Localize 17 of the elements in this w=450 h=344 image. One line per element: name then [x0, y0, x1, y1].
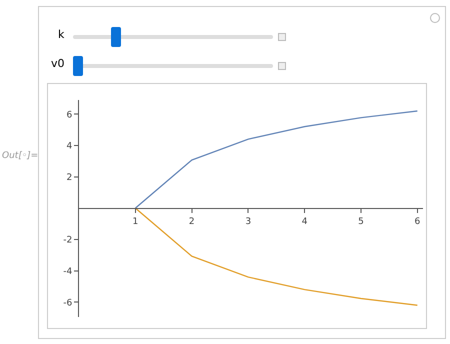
y-tick-label: 4 [66, 142, 72, 152]
text: k [58, 28, 64, 41]
x-tick-label: 3 [245, 216, 252, 227]
y-tick-label: -6 [63, 298, 72, 308]
line-series [134, 208, 418, 306]
line-series [134, 110, 418, 209]
y-tick-label: -4 [63, 266, 72, 277]
x-tick-label: 6 [414, 216, 420, 227]
text: v0 [51, 57, 65, 70]
text: Out[◦]= [2, 151, 38, 161]
x-tick-label: 2 [188, 216, 195, 227]
x-tick-label: 1 [132, 216, 138, 227]
y-tick-label: -2 [63, 236, 72, 246]
y-tick-label: 6 [66, 110, 72, 120]
x-tick-label: 5 [358, 216, 364, 227]
x-tick-label: 4 [302, 216, 308, 227]
y-tick-label: 2 [66, 172, 72, 183]
